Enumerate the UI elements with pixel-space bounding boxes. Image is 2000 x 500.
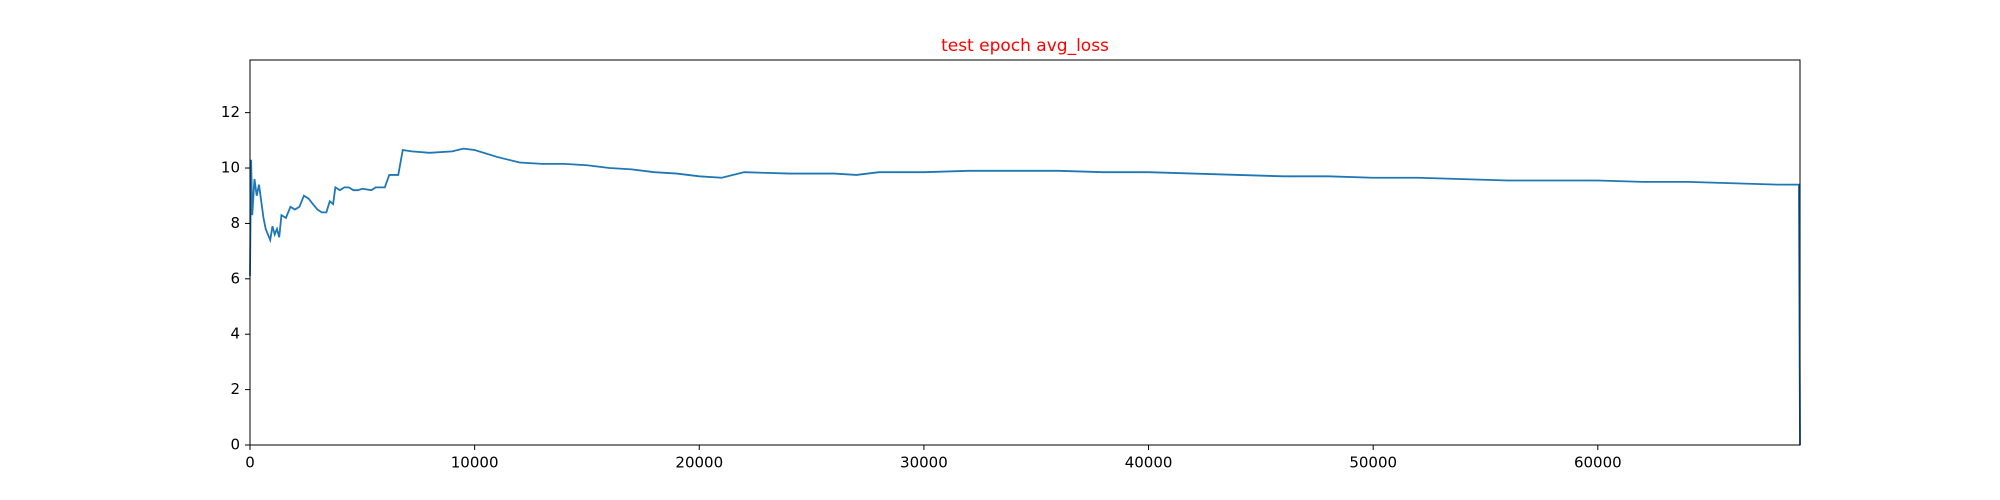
y-tick-label: 6 [230, 269, 240, 287]
x-tick-label: 50000 [1349, 454, 1397, 472]
x-tick-label: 0 [245, 454, 255, 472]
chart-title: test epoch avg_loss [941, 36, 1109, 56]
x-tick-label: 10000 [451, 454, 499, 472]
y-tick-label: 12 [221, 103, 240, 121]
x-tick-label: 60000 [1574, 454, 1622, 472]
x-tick-label: 40000 [1125, 454, 1173, 472]
x-tick-label: 20000 [675, 454, 723, 472]
data-line [249, 147, 1801, 446]
y-tick-label: 10 [221, 159, 240, 177]
y-tick-label: 8 [230, 214, 240, 232]
x-tick-label: 30000 [900, 454, 948, 472]
y-tick-label: 0 [230, 436, 240, 454]
plot-frame [249, 59, 1801, 446]
y-tick-label: 4 [230, 325, 240, 343]
y-tick-label: 2 [230, 380, 240, 398]
